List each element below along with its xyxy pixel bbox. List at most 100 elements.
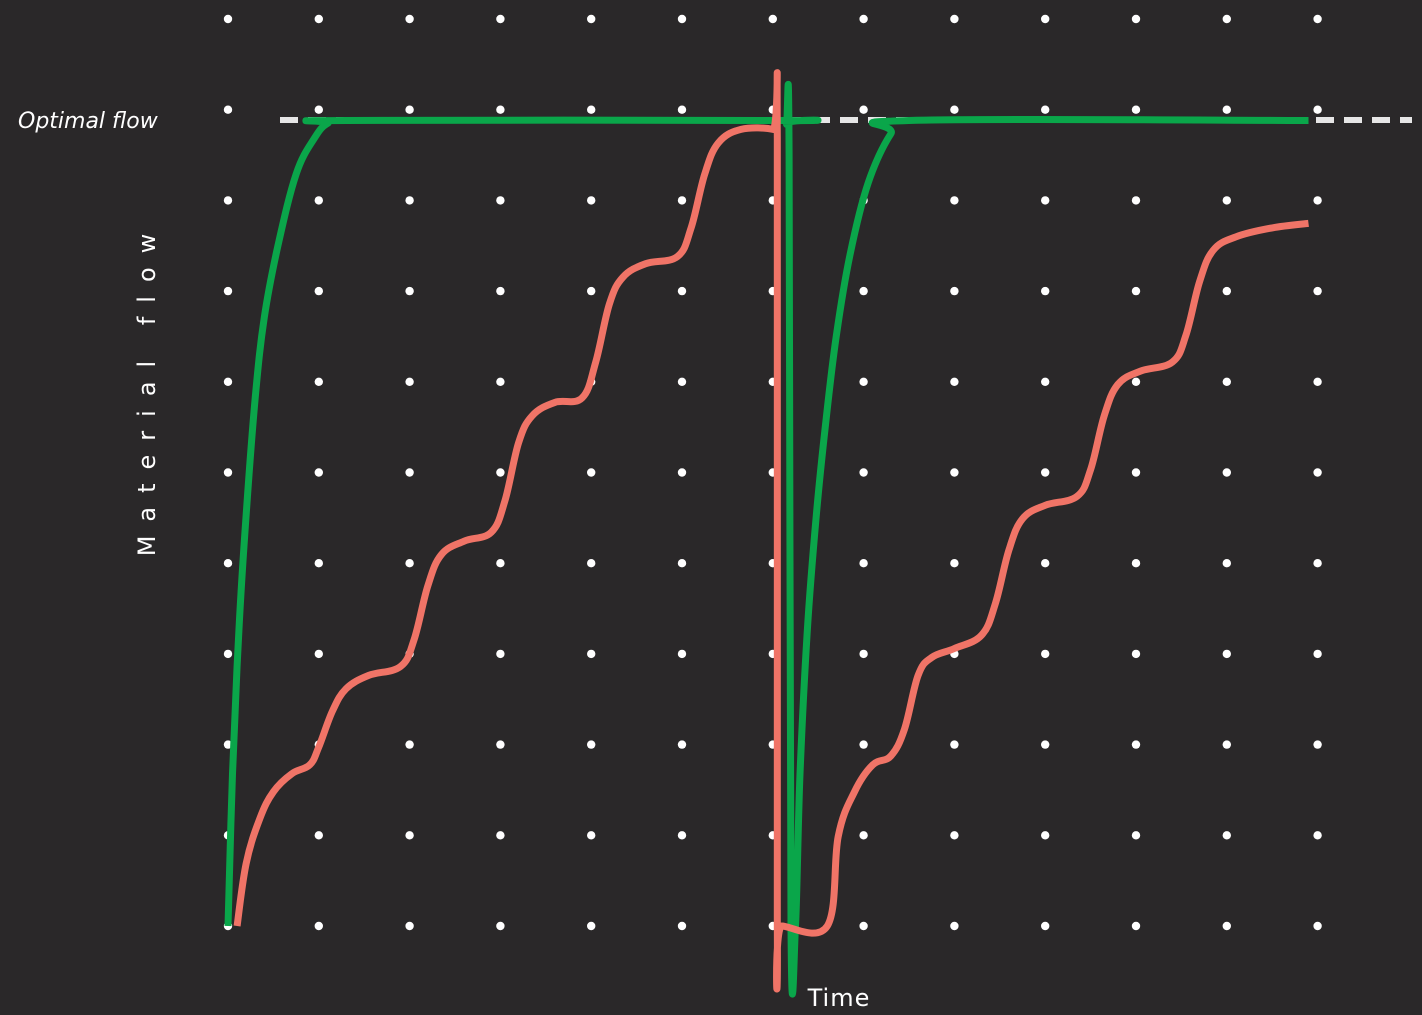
- grid-dot: [768, 14, 777, 24]
- grid-dot: [677, 105, 687, 114]
- grid-dot: [587, 468, 596, 477]
- grid-dot: [950, 286, 959, 296]
- salmon-flow-line: [233, 69, 1309, 993]
- grid-dot: [314, 921, 323, 931]
- grid-dot: [1222, 14, 1232, 24]
- grid-dot: [1222, 831, 1232, 840]
- grid-dot: [314, 377, 323, 386]
- grid-dot: [1222, 468, 1232, 477]
- grid-dot: [1222, 105, 1232, 114]
- grid-dot: [405, 559, 414, 568]
- grid-dot: [314, 649, 323, 659]
- grid-dot: [405, 14, 414, 24]
- grid-dot: [587, 559, 596, 568]
- grid-dot: [405, 196, 414, 205]
- grid-dot: [496, 286, 505, 296]
- grid-dot: [223, 14, 233, 24]
- grid-dot: [587, 286, 596, 296]
- grid-dot: [1313, 14, 1322, 24]
- grid-dot: [1313, 286, 1322, 296]
- grid-dot: [496, 105, 505, 114]
- grid-dot: [677, 196, 687, 205]
- grid-dot: [405, 468, 414, 477]
- grid-dot: [405, 286, 414, 296]
- grid-dot: [1222, 740, 1232, 749]
- grid-dot: [223, 649, 233, 659]
- grid-dot: [1222, 649, 1232, 659]
- grid-dot: [223, 468, 233, 477]
- grid-dot: [223, 559, 233, 568]
- grid-dot: [405, 740, 414, 749]
- grid-dot: [1313, 831, 1322, 840]
- grid-dot: [1131, 105, 1141, 114]
- grid-dot: [1222, 921, 1232, 931]
- grid-dot: [314, 468, 323, 477]
- grid-dot: [677, 921, 687, 931]
- grid-dot: [950, 559, 959, 568]
- grid-dot: [1131, 196, 1141, 205]
- grid-dot: [587, 14, 596, 24]
- grid-dot: [405, 105, 414, 114]
- grid-dot: [859, 921, 868, 931]
- grid-dot: [496, 468, 505, 477]
- green-flow-line: [224, 81, 1309, 998]
- grid-dot: [314, 14, 323, 24]
- grid-dot: [859, 831, 868, 840]
- grid-dot: [496, 831, 505, 840]
- grid-dot: [1313, 921, 1322, 931]
- grid-dot: [405, 921, 414, 931]
- grid-dot: [1131, 649, 1141, 659]
- grid-dot: [496, 921, 505, 931]
- grid-dot: [496, 740, 505, 749]
- grid-dot: [677, 468, 687, 477]
- grid-dot: [314, 105, 323, 114]
- grid-dot: [677, 286, 687, 296]
- grid-dot: [677, 740, 687, 749]
- grid-dot: [859, 649, 868, 659]
- grid-dot: [1041, 559, 1050, 568]
- grid-dot: [1041, 921, 1050, 931]
- grid-dot: [859, 377, 868, 386]
- grid-dot: [1041, 377, 1050, 386]
- grid-dot: [677, 649, 687, 659]
- grid-dot: [587, 649, 596, 659]
- grid-dot: [314, 286, 323, 296]
- grid-dot: [950, 740, 959, 749]
- grid-dot: [314, 831, 323, 840]
- grid-dot: [1041, 649, 1050, 659]
- grid-dot: [1131, 740, 1141, 749]
- grid-dot: [950, 831, 959, 840]
- grid-dot: [496, 196, 505, 205]
- grid-dot: [496, 14, 505, 24]
- optimal-flow-label: Optimal flow: [18, 109, 159, 134]
- grid-dot: [1313, 196, 1322, 205]
- grid-dot: [950, 196, 959, 205]
- grid-dot: [1313, 649, 1322, 659]
- grid-dot: [1313, 105, 1322, 114]
- y-axis-label: Material flow: [133, 220, 161, 557]
- grid-dot: [496, 649, 505, 659]
- grid-dot: [405, 377, 414, 386]
- grid-dot: [1041, 740, 1050, 749]
- grid-dot: [1131, 831, 1141, 840]
- grid-dot: [223, 286, 233, 296]
- grid-dot: [1313, 468, 1322, 477]
- grid-dot: [587, 196, 596, 205]
- grid-dot: [1131, 286, 1141, 296]
- grid-dot: [950, 468, 959, 477]
- grid-dot: [1222, 196, 1232, 205]
- grid-dot: [1041, 831, 1050, 840]
- grid-dot: [1222, 377, 1232, 386]
- grid-dot: [1131, 559, 1141, 568]
- grid-dot: [1041, 468, 1050, 477]
- grid-dot: [223, 740, 233, 749]
- grid-dot: [405, 831, 414, 840]
- grid-dot: [1131, 377, 1141, 386]
- grid-dot: [677, 559, 687, 568]
- grid-dot: [1131, 468, 1141, 477]
- x-axis-label: Time: [807, 984, 871, 1012]
- grid-dot: [223, 105, 233, 114]
- grid-dot: [950, 921, 959, 931]
- grid-dot: [1041, 105, 1050, 114]
- grid-dot: [587, 921, 596, 931]
